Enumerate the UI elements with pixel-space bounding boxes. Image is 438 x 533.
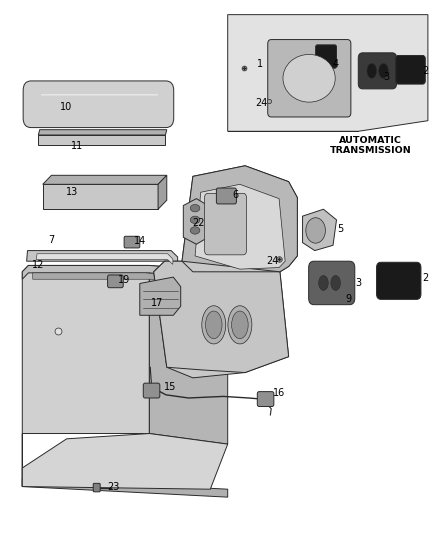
FancyBboxPatch shape xyxy=(316,45,336,68)
Text: 13: 13 xyxy=(66,187,78,197)
Text: 2: 2 xyxy=(423,67,429,76)
Polygon shape xyxy=(149,265,228,444)
Polygon shape xyxy=(33,273,223,279)
FancyBboxPatch shape xyxy=(93,483,100,492)
FancyBboxPatch shape xyxy=(309,261,355,305)
Ellipse shape xyxy=(205,311,222,338)
Text: 23: 23 xyxy=(107,481,120,491)
FancyBboxPatch shape xyxy=(268,39,351,117)
Polygon shape xyxy=(228,14,428,131)
Polygon shape xyxy=(158,175,167,209)
Text: 22: 22 xyxy=(192,218,205,228)
Polygon shape xyxy=(154,261,289,373)
Text: 2: 2 xyxy=(423,273,429,283)
Text: 14: 14 xyxy=(134,236,146,246)
Text: 16: 16 xyxy=(273,387,285,398)
Polygon shape xyxy=(303,209,336,251)
Polygon shape xyxy=(182,166,297,272)
Ellipse shape xyxy=(190,216,200,223)
Text: 3: 3 xyxy=(384,71,390,82)
Ellipse shape xyxy=(232,311,248,338)
Ellipse shape xyxy=(306,217,325,243)
FancyBboxPatch shape xyxy=(358,53,396,89)
Polygon shape xyxy=(27,251,178,268)
FancyBboxPatch shape xyxy=(205,193,247,255)
Ellipse shape xyxy=(379,63,389,78)
Ellipse shape xyxy=(202,306,226,344)
Text: 5: 5 xyxy=(337,224,343,235)
Text: 12: 12 xyxy=(32,261,45,270)
FancyBboxPatch shape xyxy=(396,55,425,84)
FancyBboxPatch shape xyxy=(377,262,421,300)
Ellipse shape xyxy=(283,54,335,102)
Text: 17: 17 xyxy=(151,297,163,308)
Ellipse shape xyxy=(190,227,200,234)
FancyBboxPatch shape xyxy=(23,81,174,127)
Text: 24: 24 xyxy=(255,98,268,108)
FancyBboxPatch shape xyxy=(216,188,237,204)
Text: AUTOMATIC
TRANSMISSION: AUTOMATIC TRANSMISSION xyxy=(329,136,411,155)
FancyBboxPatch shape xyxy=(124,236,140,248)
Text: 9: 9 xyxy=(346,294,352,304)
Text: 7: 7 xyxy=(48,235,55,245)
Polygon shape xyxy=(43,175,167,184)
Text: 15: 15 xyxy=(164,382,177,392)
Text: 6: 6 xyxy=(233,190,239,200)
Polygon shape xyxy=(184,199,208,244)
Text: 4: 4 xyxy=(332,59,339,69)
FancyBboxPatch shape xyxy=(143,383,160,398)
Text: 24: 24 xyxy=(266,256,278,266)
Polygon shape xyxy=(22,433,228,489)
Polygon shape xyxy=(36,254,173,264)
Ellipse shape xyxy=(367,63,377,78)
Ellipse shape xyxy=(228,306,252,344)
Polygon shape xyxy=(195,184,285,269)
Ellipse shape xyxy=(190,205,200,212)
Polygon shape xyxy=(39,135,166,144)
Polygon shape xyxy=(22,265,228,280)
Polygon shape xyxy=(39,130,167,135)
Ellipse shape xyxy=(331,276,340,290)
Text: 1: 1 xyxy=(257,59,263,69)
Text: 19: 19 xyxy=(118,274,130,285)
FancyBboxPatch shape xyxy=(257,392,274,407)
Polygon shape xyxy=(140,277,181,316)
Polygon shape xyxy=(22,479,228,497)
Text: 3: 3 xyxy=(355,278,361,288)
FancyBboxPatch shape xyxy=(108,275,123,288)
Polygon shape xyxy=(22,265,149,487)
Text: 10: 10 xyxy=(60,102,72,112)
Text: 11: 11 xyxy=(71,141,84,151)
Polygon shape xyxy=(154,166,297,378)
Ellipse shape xyxy=(319,276,328,290)
Polygon shape xyxy=(43,184,158,209)
